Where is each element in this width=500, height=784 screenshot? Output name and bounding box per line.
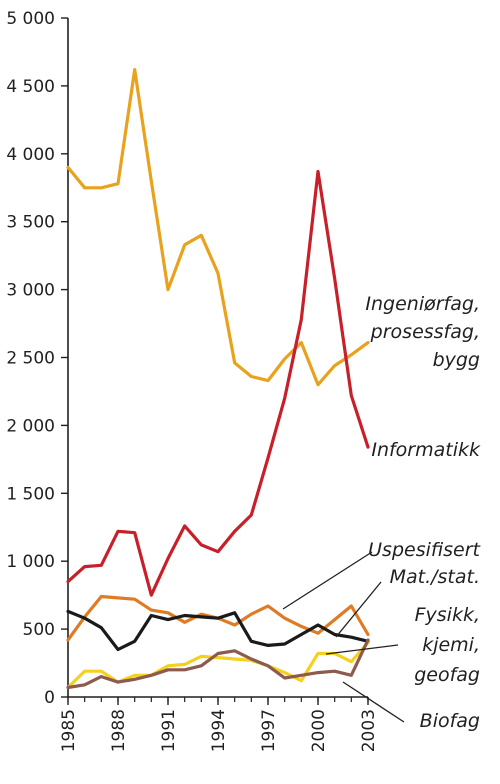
x-tick-label: 1994 [209, 709, 229, 752]
y-tick-label: 5 000 [6, 9, 55, 29]
series-labels: Ingeniørfag, prosessfag, bygg Informatikk Us… [365, 293, 481, 732]
leader-line-mat-stat [335, 581, 382, 638]
y-tick-label: 3 000 [6, 281, 55, 301]
y-tick-label: 1 500 [6, 484, 55, 504]
x-ticks: 1985 1988 1991 1994 1997 2000 2003 [59, 697, 379, 752]
series-label-4: geofag [414, 664, 480, 686]
y-tick-label: 2 000 [6, 416, 55, 436]
series-label-5: Biofag [420, 710, 480, 732]
leader-line-uspesifisert [282, 551, 373, 610]
series-label-4: kjemi, [422, 634, 480, 656]
x-tick-label: 1997 [259, 709, 279, 752]
y-tick-label: 500 [23, 620, 55, 640]
series-line-0 [66, 67, 370, 387]
y-tick-label: 3 500 [6, 213, 55, 233]
leader-lines [282, 551, 405, 723]
series-line-1 [66, 169, 370, 597]
leader-line-biofag [342, 681, 405, 723]
series-line-3 [66, 609, 370, 652]
y-tick-label: 4 500 [6, 77, 55, 97]
series-label-0: Ingeniørfag, [365, 293, 480, 315]
x-tick-label: 1991 [159, 709, 179, 752]
series-label-0: bygg [433, 349, 480, 371]
y-tick-label: 2 500 [6, 349, 55, 369]
series-label-1: Informatikk [371, 439, 481, 461]
series-label-4: Fysikk, [415, 604, 480, 626]
x-tick-label: 1988 [109, 709, 129, 752]
series-line-5 [66, 638, 370, 690]
y-tick-label: 0 [44, 688, 55, 708]
y-ticks: 0 500 1 000 1 500 2 000 2 500 3 000 3 500 4 000 4… [6, 9, 68, 708]
x-tick-label: 2000 [309, 709, 329, 752]
x-tick-label: 2003 [359, 709, 379, 752]
series-label-3: Mat./stat. [390, 566, 480, 588]
x-tick-label: 1985 [59, 709, 79, 752]
series-label-2: Uspesifisert [368, 539, 481, 561]
y-tick-label: 4 000 [6, 145, 55, 165]
axes [67, 18, 368, 698]
series-label-0: prosessfag, [370, 321, 480, 343]
leader-line-fysikk [325, 644, 399, 655]
series-lines [66, 67, 370, 690]
y-tick-label: 1 000 [6, 552, 55, 572]
